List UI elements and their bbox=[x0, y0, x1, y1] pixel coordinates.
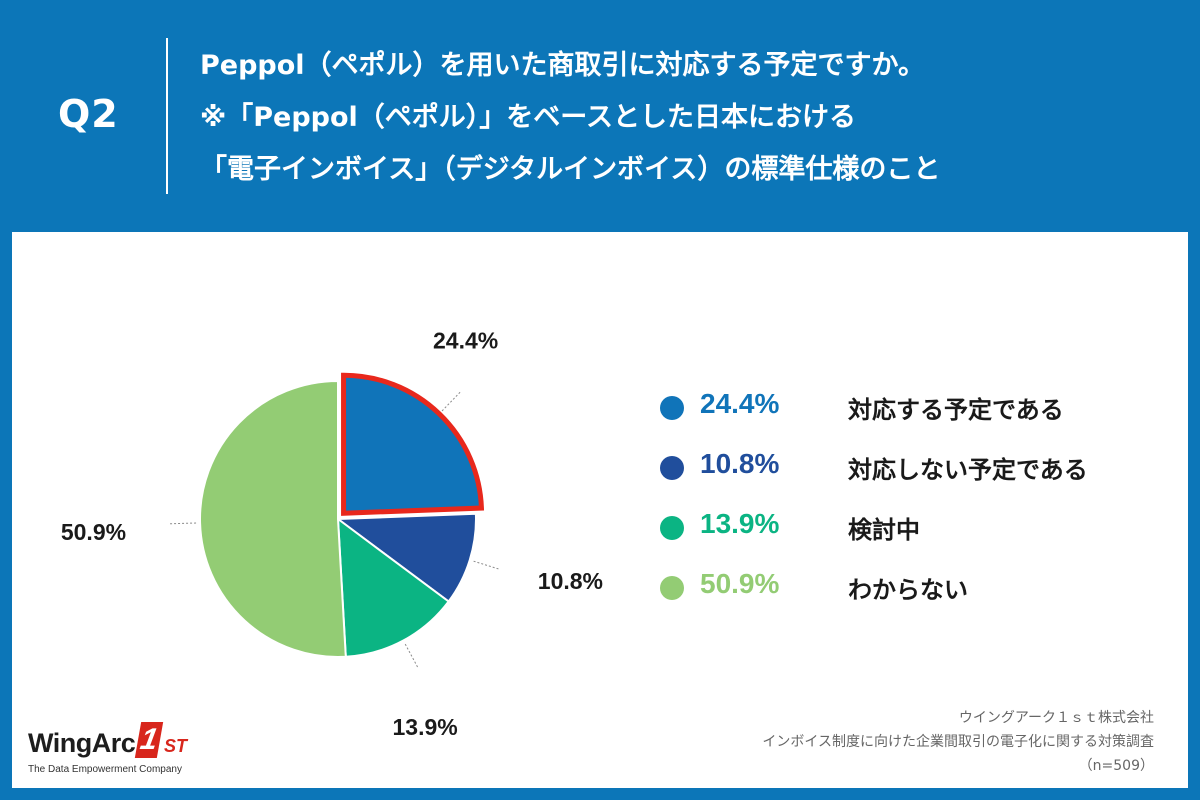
label-leader-line bbox=[404, 643, 418, 668]
legend-label: 検討中 bbox=[848, 516, 920, 544]
question-text: Peppol（ペポル）を用いた商取引に対応する予定ですか。 ※「Peppol（ペ… bbox=[200, 40, 1190, 196]
source-sample-size: （n=509） bbox=[1078, 758, 1154, 774]
logo-st-mark: ST bbox=[164, 736, 188, 756]
pie-data-label: 50.9% bbox=[61, 519, 126, 545]
logo-wordmark: WingArc bbox=[28, 728, 136, 758]
legend-swatch bbox=[660, 516, 684, 540]
header-divider bbox=[166, 38, 168, 194]
question-line-3: 「電子インボイス」（デジタルインボイス）の標準仕様のこと bbox=[200, 154, 941, 185]
question-line-1: Peppol（ペポル）を用いた商取引に対応する予定ですか。 bbox=[200, 50, 926, 81]
legend-swatch bbox=[660, 396, 684, 420]
legend-label: 対応する予定である bbox=[848, 396, 1064, 424]
wingarc-logo: WingArc 1 ST The Data Empowerment Compan… bbox=[24, 722, 224, 782]
pie-data-label: 10.8% bbox=[538, 568, 603, 594]
legend: 24.4% 対応する予定である 10.8% 対応しない予定である 13.9% 検… bbox=[660, 386, 1180, 626]
legend-percent: 13.9% bbox=[700, 508, 780, 539]
legend-item: 50.9% わからない bbox=[660, 566, 1180, 626]
question-header: Q2 Peppol（ペポル）を用いた商取引に対応する予定ですか。 ※「Peppo… bbox=[0, 0, 1200, 232]
legend-percent: 10.8% bbox=[700, 448, 780, 479]
legend-item: 10.8% 対応しない予定である bbox=[660, 446, 1180, 506]
label-leader-line bbox=[170, 522, 197, 525]
legend-item: 13.9% 検討中 bbox=[660, 506, 1180, 566]
logo-tagline: The Data Empowerment Company bbox=[28, 764, 182, 775]
label-leader-line bbox=[441, 391, 461, 412]
source-company: ウイングアーク１ｓｔ株式会社 bbox=[958, 710, 1154, 726]
pie-data-label: 24.4% bbox=[433, 328, 498, 354]
legend-percent: 50.9% bbox=[700, 568, 780, 599]
logo-one-mark: 1 bbox=[134, 722, 164, 758]
legend-swatch bbox=[660, 456, 684, 480]
pie-chart: 24.4% 10.8% 13.9% 50.9% bbox=[61, 328, 603, 741]
legend-item: 24.4% 対応する予定である bbox=[660, 386, 1180, 446]
pie-slice bbox=[336, 516, 451, 658]
question-number: Q2 bbox=[58, 92, 119, 136]
label-leader-line bbox=[473, 560, 499, 570]
legend-label: わからない bbox=[848, 576, 968, 604]
source-survey: インボイス制度に向けた企業間取引の電子化に関する対策調査 bbox=[762, 734, 1154, 750]
highlight-outline bbox=[341, 372, 485, 516]
pie-data-label: 13.9% bbox=[393, 714, 458, 740]
chart-panel: 24.4% 10.8% 13.9% 50.9% 24.4% 対応する予定である 10.… bbox=[12, 232, 1188, 788]
legend-percent: 24.4% bbox=[700, 388, 780, 419]
pie-slice bbox=[199, 379, 347, 658]
question-line-2: ※「Peppol（ペポル）」をベースとした日本における bbox=[200, 102, 856, 133]
legend-label: 対応しない予定である bbox=[848, 456, 1088, 484]
source-note: ウイングアーク１ｓｔ株式会社 インボイス制度に向けた企業間取引の電子化に関する対… bbox=[762, 706, 1154, 778]
pie-slice bbox=[335, 512, 477, 603]
legend-swatch bbox=[660, 576, 684, 600]
